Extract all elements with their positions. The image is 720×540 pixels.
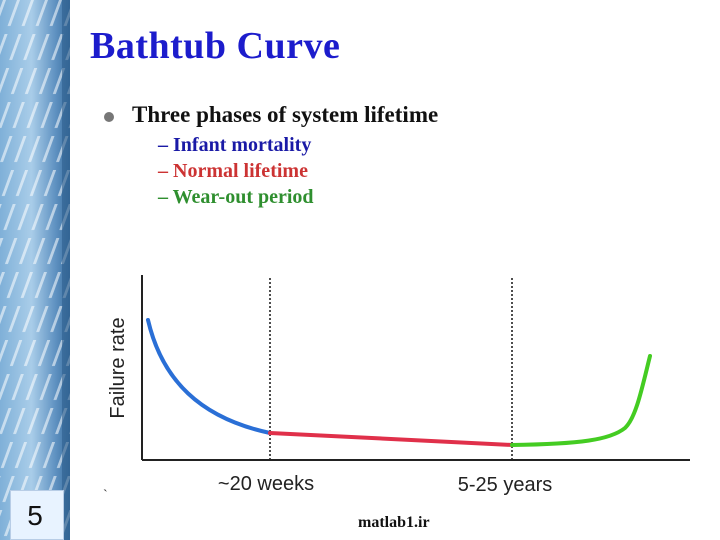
y-axis-label: Failure rate xyxy=(107,317,129,418)
subpoint-normal-lifetime: – Normal lifetime xyxy=(158,160,308,182)
slide-number-box xyxy=(10,490,64,540)
curve-wear-out-period xyxy=(510,354,652,447)
slide-title: Bathtub Curve xyxy=(90,25,341,67)
x-label-5-25-years: 5-25 years xyxy=(458,474,553,496)
stray-tick-mark: ` xyxy=(103,488,108,503)
x-label-20-weeks: ~20 weeks xyxy=(218,473,314,495)
footer-text: matlab1.ir xyxy=(358,514,430,531)
subpoint-infant-mortality: – Infant mortality xyxy=(158,134,312,156)
bathtub-chart: Failure rate ~20 weeks 5-25 years xyxy=(107,275,690,496)
subpoint-wear-out-period: – Wear-out period xyxy=(158,186,314,208)
slide-number: 5 xyxy=(27,500,43,531)
sidebar-decoration xyxy=(0,0,70,540)
curve-normal-lifetime xyxy=(268,431,514,447)
bullet-icon xyxy=(104,112,114,122)
bullet-text: Three phases of system lifetime xyxy=(132,102,439,127)
curve-infant-mortality xyxy=(146,318,272,435)
